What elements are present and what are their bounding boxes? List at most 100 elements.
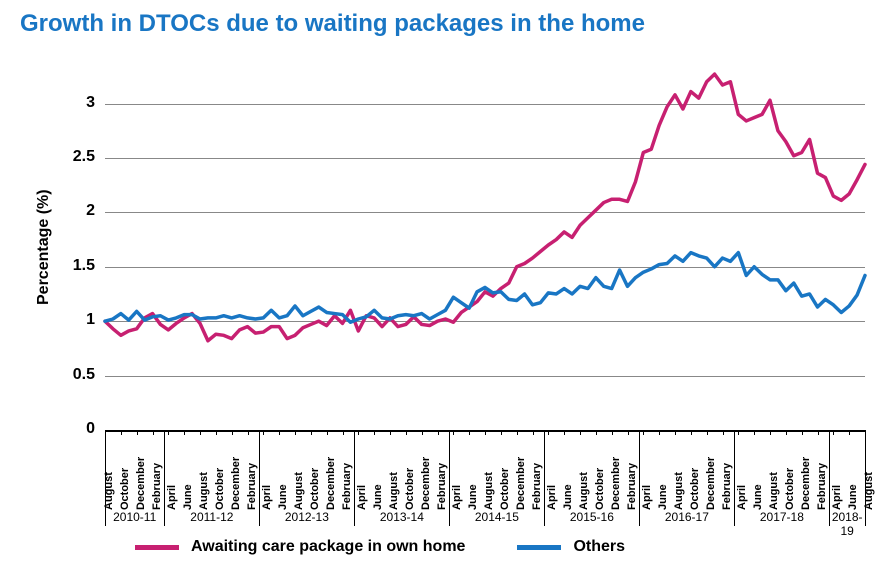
x-tick-mark (818, 430, 819, 435)
x-tick-label: December (610, 457, 622, 510)
chart-plot-area: 00.511.522.53AugustOctoberDecemberFebrua… (105, 60, 865, 430)
year-group-label: 2010-11 (105, 510, 164, 524)
figure: Growth in DTOCs due to waiting packages … (0, 0, 890, 588)
x-tick-label: February (721, 463, 733, 510)
x-tick-mark (137, 430, 138, 435)
x-tick-mark (738, 430, 739, 435)
x-tick-label: April (261, 485, 273, 510)
series-line (105, 74, 865, 341)
x-tick-label: June (277, 484, 289, 510)
x-tick-mark (770, 430, 771, 435)
y-tick-label: 1.5 (55, 257, 95, 275)
y-tick-label: 0.5 (55, 366, 95, 384)
x-tick-label: April (736, 485, 748, 510)
x-tick-label: August (768, 472, 780, 510)
chart-lines (105, 60, 865, 430)
x-tick-label: October (404, 468, 416, 510)
x-tick-label: December (800, 457, 812, 510)
x-tick-label: October (784, 468, 796, 510)
x-tick-mark (723, 430, 724, 435)
x-tick-label: October (689, 468, 701, 510)
x-tick-label: February (341, 463, 353, 510)
x-tick-mark (343, 430, 344, 435)
y-tick-label: 2.5 (55, 148, 95, 166)
x-tick-mark (691, 430, 692, 435)
x-tick-mark (327, 430, 328, 435)
x-tick-mark (121, 430, 122, 435)
x-tick-label: June (752, 484, 764, 510)
x-tick-label: December (135, 457, 147, 510)
y-tick-label: 3 (55, 94, 95, 112)
x-tick-mark (580, 430, 581, 435)
year-group-label: 2016-17 (639, 510, 734, 524)
series-line (105, 253, 865, 323)
x-tick-label: October (214, 468, 226, 510)
x-tick-mark (311, 430, 312, 435)
x-tick-mark (548, 430, 549, 435)
x-tick-mark (406, 430, 407, 435)
x-tick-mark (596, 430, 597, 435)
x-tick-mark (501, 430, 502, 435)
x-tick-label: April (166, 485, 178, 510)
y-tick-label: 0 (55, 420, 95, 438)
x-tick-mark (533, 430, 534, 435)
x-tick-label: April (451, 485, 463, 510)
year-group-label: 2017-18 (734, 510, 829, 524)
x-tick-mark (216, 430, 217, 435)
x-tick-mark (802, 430, 803, 435)
x-tick-mark (358, 430, 359, 435)
x-tick-mark (469, 430, 470, 435)
legend-label: Others (573, 538, 625, 556)
year-group-label: 2012-13 (259, 510, 354, 524)
x-tick-mark (517, 430, 518, 435)
x-tick-label: April (641, 485, 653, 510)
x-tick-label: December (420, 457, 432, 510)
x-tick-label: December (705, 457, 717, 510)
x-tick-mark (200, 430, 201, 435)
x-tick-label: August (483, 472, 495, 510)
x-tick-label: June (467, 484, 479, 510)
x-tick-mark (628, 430, 629, 435)
x-tick-mark (643, 430, 644, 435)
x-tick-label: October (309, 468, 321, 510)
x-tick-label: June (562, 484, 574, 510)
x-tick-mark (168, 430, 169, 435)
chart-title: Growth in DTOCs due to waiting packages … (20, 10, 645, 38)
x-tick-label: August (673, 472, 685, 510)
legend-swatch (135, 545, 179, 550)
x-tick-label: June (657, 484, 669, 510)
year-separator (865, 430, 866, 526)
x-tick-mark (248, 430, 249, 435)
x-tick-mark (184, 430, 185, 435)
y-tick-label: 1 (55, 311, 95, 329)
x-tick-label: December (230, 457, 242, 510)
x-tick-mark (659, 430, 660, 435)
x-tick-mark (422, 430, 423, 435)
year-group-label: 2011-12 (164, 510, 259, 524)
x-tick-mark (849, 430, 850, 435)
x-tick-label: February (626, 463, 638, 510)
x-tick-mark (453, 430, 454, 435)
x-tick-mark (612, 430, 613, 435)
legend-label: Awaiting care package in own home (191, 538, 465, 556)
x-tick-label: April (546, 485, 558, 510)
year-group-label: 2018-19 (829, 510, 865, 538)
x-tick-mark (707, 430, 708, 435)
x-tick-mark (279, 430, 280, 435)
x-tick-mark (485, 430, 486, 435)
x-tick-mark (295, 430, 296, 435)
x-tick-label: August (388, 472, 400, 510)
x-tick-label: August (578, 472, 590, 510)
x-tick-mark (390, 430, 391, 435)
x-tick-label: June (847, 484, 859, 510)
x-tick-mark (263, 430, 264, 435)
x-tick-label: February (246, 463, 258, 510)
x-tick-label: February (151, 463, 163, 510)
x-tick-label: June (182, 484, 194, 510)
x-tick-label: October (119, 468, 131, 510)
x-tick-label: August (198, 472, 210, 510)
x-tick-mark (232, 430, 233, 435)
x-tick-label: December (325, 457, 337, 510)
x-tick-mark (374, 430, 375, 435)
year-group-label: 2015-16 (544, 510, 639, 524)
